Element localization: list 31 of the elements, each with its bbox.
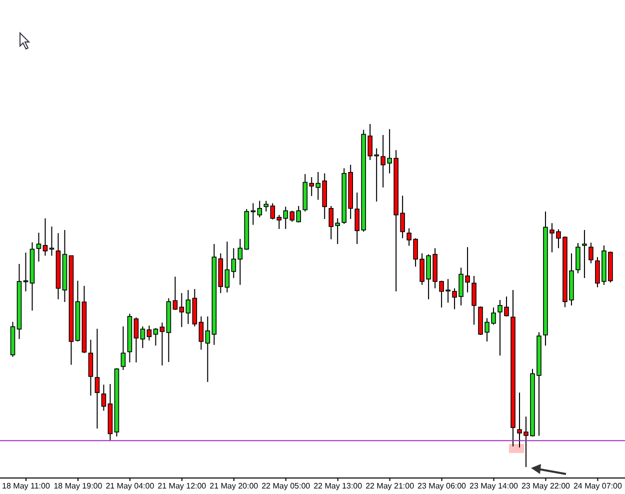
x-tick-label: 23 May 14:00	[470, 482, 519, 491]
candlestick	[42, 218, 48, 256]
x-tick-label: 24 May 07:00	[573, 482, 622, 491]
candlestick	[172, 276, 178, 310]
x-tick-label: 18 May 11:00	[2, 482, 50, 491]
candlestick	[160, 322, 165, 366]
x-tick-label: 21 May 20:00	[210, 482, 259, 491]
candlestick	[140, 326, 146, 348]
candlestick	[94, 328, 100, 430]
candlestick	[198, 316, 204, 350]
x-tick-label: 22 May 13:00	[314, 482, 363, 491]
x-tick-label: 23 May 22:00	[521, 482, 571, 491]
candlestick	[582, 229, 587, 279]
x-tick-label: 21 May 04:00	[106, 482, 155, 491]
candlestick	[186, 290, 191, 324]
candlestick	[120, 326, 126, 370]
candlestick	[88, 339, 94, 396]
x-tick-label: 22 May 21:00	[366, 482, 415, 491]
candlestick	[588, 242, 594, 264]
x-tick-label: 21 May 12:00	[158, 482, 207, 491]
candlestick	[153, 328, 158, 346]
candlestick	[101, 384, 106, 412]
x-tick-label: 23 May 06:00	[418, 482, 467, 491]
candlestick	[472, 275, 476, 326]
candlestick	[179, 292, 184, 328]
candlestick	[134, 316, 139, 363]
candlestick	[576, 242, 580, 274]
candlestick	[36, 232, 42, 262]
x-tick-label: 22 May 05:00	[262, 482, 311, 491]
candlestick	[146, 325, 152, 341]
x-tick-label: 18 May 19:00	[54, 482, 103, 491]
